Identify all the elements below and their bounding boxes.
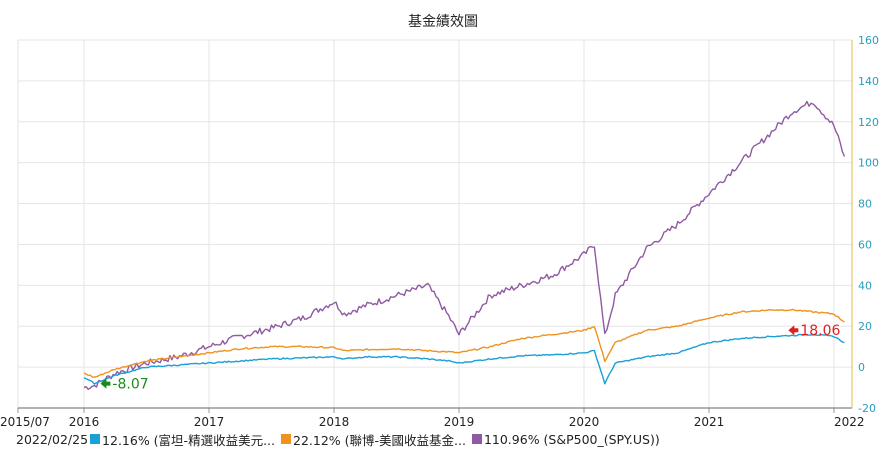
legend-swatch-fund-1 [90,434,100,444]
legend-item-fund-1[interactable]: 12.16% (富坦-精選收益美元... [90,430,275,449]
annotation-arrow-icon [100,379,110,389]
x-tick-label: 2021 [694,415,725,429]
y-tick-label: 120 [858,116,879,129]
legend-item-sp500[interactable]: 110.96% (S&P500_(SPY.US)) [472,432,660,447]
y-tick-label: -20 [858,402,876,415]
series-line-fund-1 [84,334,844,384]
legend-label-fund-2: 22.12% (聯博-美國收益基金... [293,430,466,449]
grid-layer [18,40,852,408]
legend-swatch-sp500 [472,434,482,444]
chart-title: 基金績效圖 [408,13,478,30]
legend: 2022/02/25 12.16% (富坦-精選收益美元... 22.12% (… [16,430,666,448]
x-tick-label: 2022 [834,415,865,429]
legend-label-fund-1: 12.16% (富坦-精選收益美元... [102,430,275,449]
y-tick-label: 40 [858,279,872,292]
y-tick-label: 100 [858,157,879,170]
plot-frame [18,40,852,408]
x-tick-label: 2018 [319,415,350,429]
y-tick-label: 0 [858,361,865,374]
series-line-sp500 [84,102,844,390]
legend-swatch-fund-2 [281,434,291,444]
series-layer [0,101,844,389]
annotation-label: -8.07 [112,377,148,393]
legend-date: 2022/02/25 [16,432,88,447]
y-tick-label: 20 [858,320,872,333]
annotation-label: 18.06 [800,323,840,339]
x-tick-label: 2019 [444,415,475,429]
y-tick-label: 60 [858,238,872,251]
x-tick-label: 2017 [194,415,225,429]
y-tick-label: 140 [858,75,879,88]
x-tick-label: 2016 [69,415,100,429]
axis-layer: 160 140 120 100 80 60 40 20 0 -20 2015/07 2016 2017 2… [0,34,879,429]
x-tick-label: 2020 [569,415,600,429]
legend-label-sp500: 110.96% (S&P500_(SPY.US)) [484,432,660,447]
x-tick-label: 2015/07 [0,415,50,429]
y-tick-label: 160 [858,34,879,47]
annotation-layer: -8.07 18.06 [100,323,840,392]
y-tick-label: 80 [858,198,872,211]
legend-item-fund-2[interactable]: 22.12% (聯博-美國收益基金... [281,430,466,449]
